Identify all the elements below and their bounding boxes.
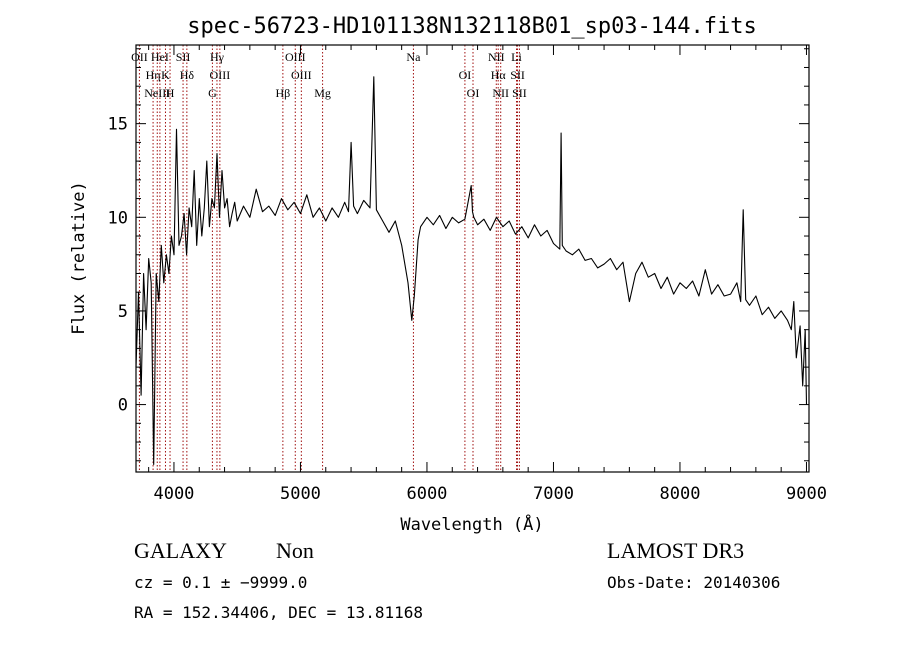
line-marker-label: Hγ (210, 50, 225, 64)
plot-frame (135, 44, 810, 473)
line-marker-label: SII (510, 68, 525, 82)
line-marker-label: SII (176, 50, 191, 64)
emission-line-labels: OIIHηNeIIIHeIKHSIIHδGHγOIIIHβOIIIOIIIMgN… (131, 50, 527, 100)
y-axis-label: Flux (relative) (69, 181, 89, 335)
line-marker-label: Hα (491, 68, 507, 82)
line-marker-label: Li (511, 50, 522, 64)
line-marker-label: OIII (291, 68, 312, 82)
y-axis-ticks: 0 5 10 15 (108, 48, 809, 462)
x-axis-ticks: 4000 5000 6000 7000 8000 9000 (148, 45, 827, 504)
line-marker-label: Mg (314, 86, 331, 100)
line-marker-label: Hη (146, 68, 161, 82)
chart-title: spec-56723-HD101138N132118B01_sp03-144.f… (187, 14, 757, 39)
line-marker-label: K (161, 68, 170, 82)
line-marker-label: OI (459, 68, 472, 82)
line-marker-label: OIII (285, 50, 306, 64)
redshift-info: cz = 0.1 ± −9999.0 (134, 573, 308, 592)
line-marker-label: NII (492, 86, 509, 100)
x-tick-label: 7000 (533, 484, 574, 504)
y-tick-label: 5 (118, 302, 128, 322)
line-marker-label: G (208, 86, 217, 100)
x-tick-label: 9000 (786, 484, 827, 504)
line-marker-label: OIII (210, 68, 231, 82)
x-axis-label: Wavelength (Å) (400, 513, 543, 535)
line-marker-label: OII (131, 50, 148, 64)
coordinates-info: RA = 152.34406, DEC = 13.81168 (134, 603, 423, 622)
observation-date: Obs-Date: 20140306 (607, 573, 781, 592)
line-marker-label: OI (467, 86, 480, 100)
line-marker-label: Na (406, 50, 421, 64)
line-marker-label: Hβ (275, 86, 290, 100)
line-marker-label: Hδ (180, 68, 195, 82)
y-tick-label: 0 (118, 396, 128, 416)
survey-name: LAMOST DR3 (607, 538, 745, 563)
object-class: GALAXY (134, 538, 227, 563)
x-tick-label: 8000 (659, 484, 700, 504)
spectrum-line (135, 76, 808, 466)
x-tick-label: 5000 (280, 484, 321, 504)
line-marker-label: H (166, 86, 175, 100)
line-marker-label: NII (488, 50, 505, 64)
y-tick-label: 10 (108, 208, 128, 228)
y-tick-label: 15 (108, 115, 128, 135)
x-tick-label: 6000 (406, 484, 447, 504)
line-marker-label: SII (512, 86, 527, 100)
line-marker-label: NeIII (144, 86, 170, 100)
object-subclass: Non (276, 538, 314, 563)
x-tick-label: 4000 (153, 484, 194, 504)
line-marker-label: HeI (151, 50, 169, 64)
emission-line-markers (138, 45, 520, 472)
